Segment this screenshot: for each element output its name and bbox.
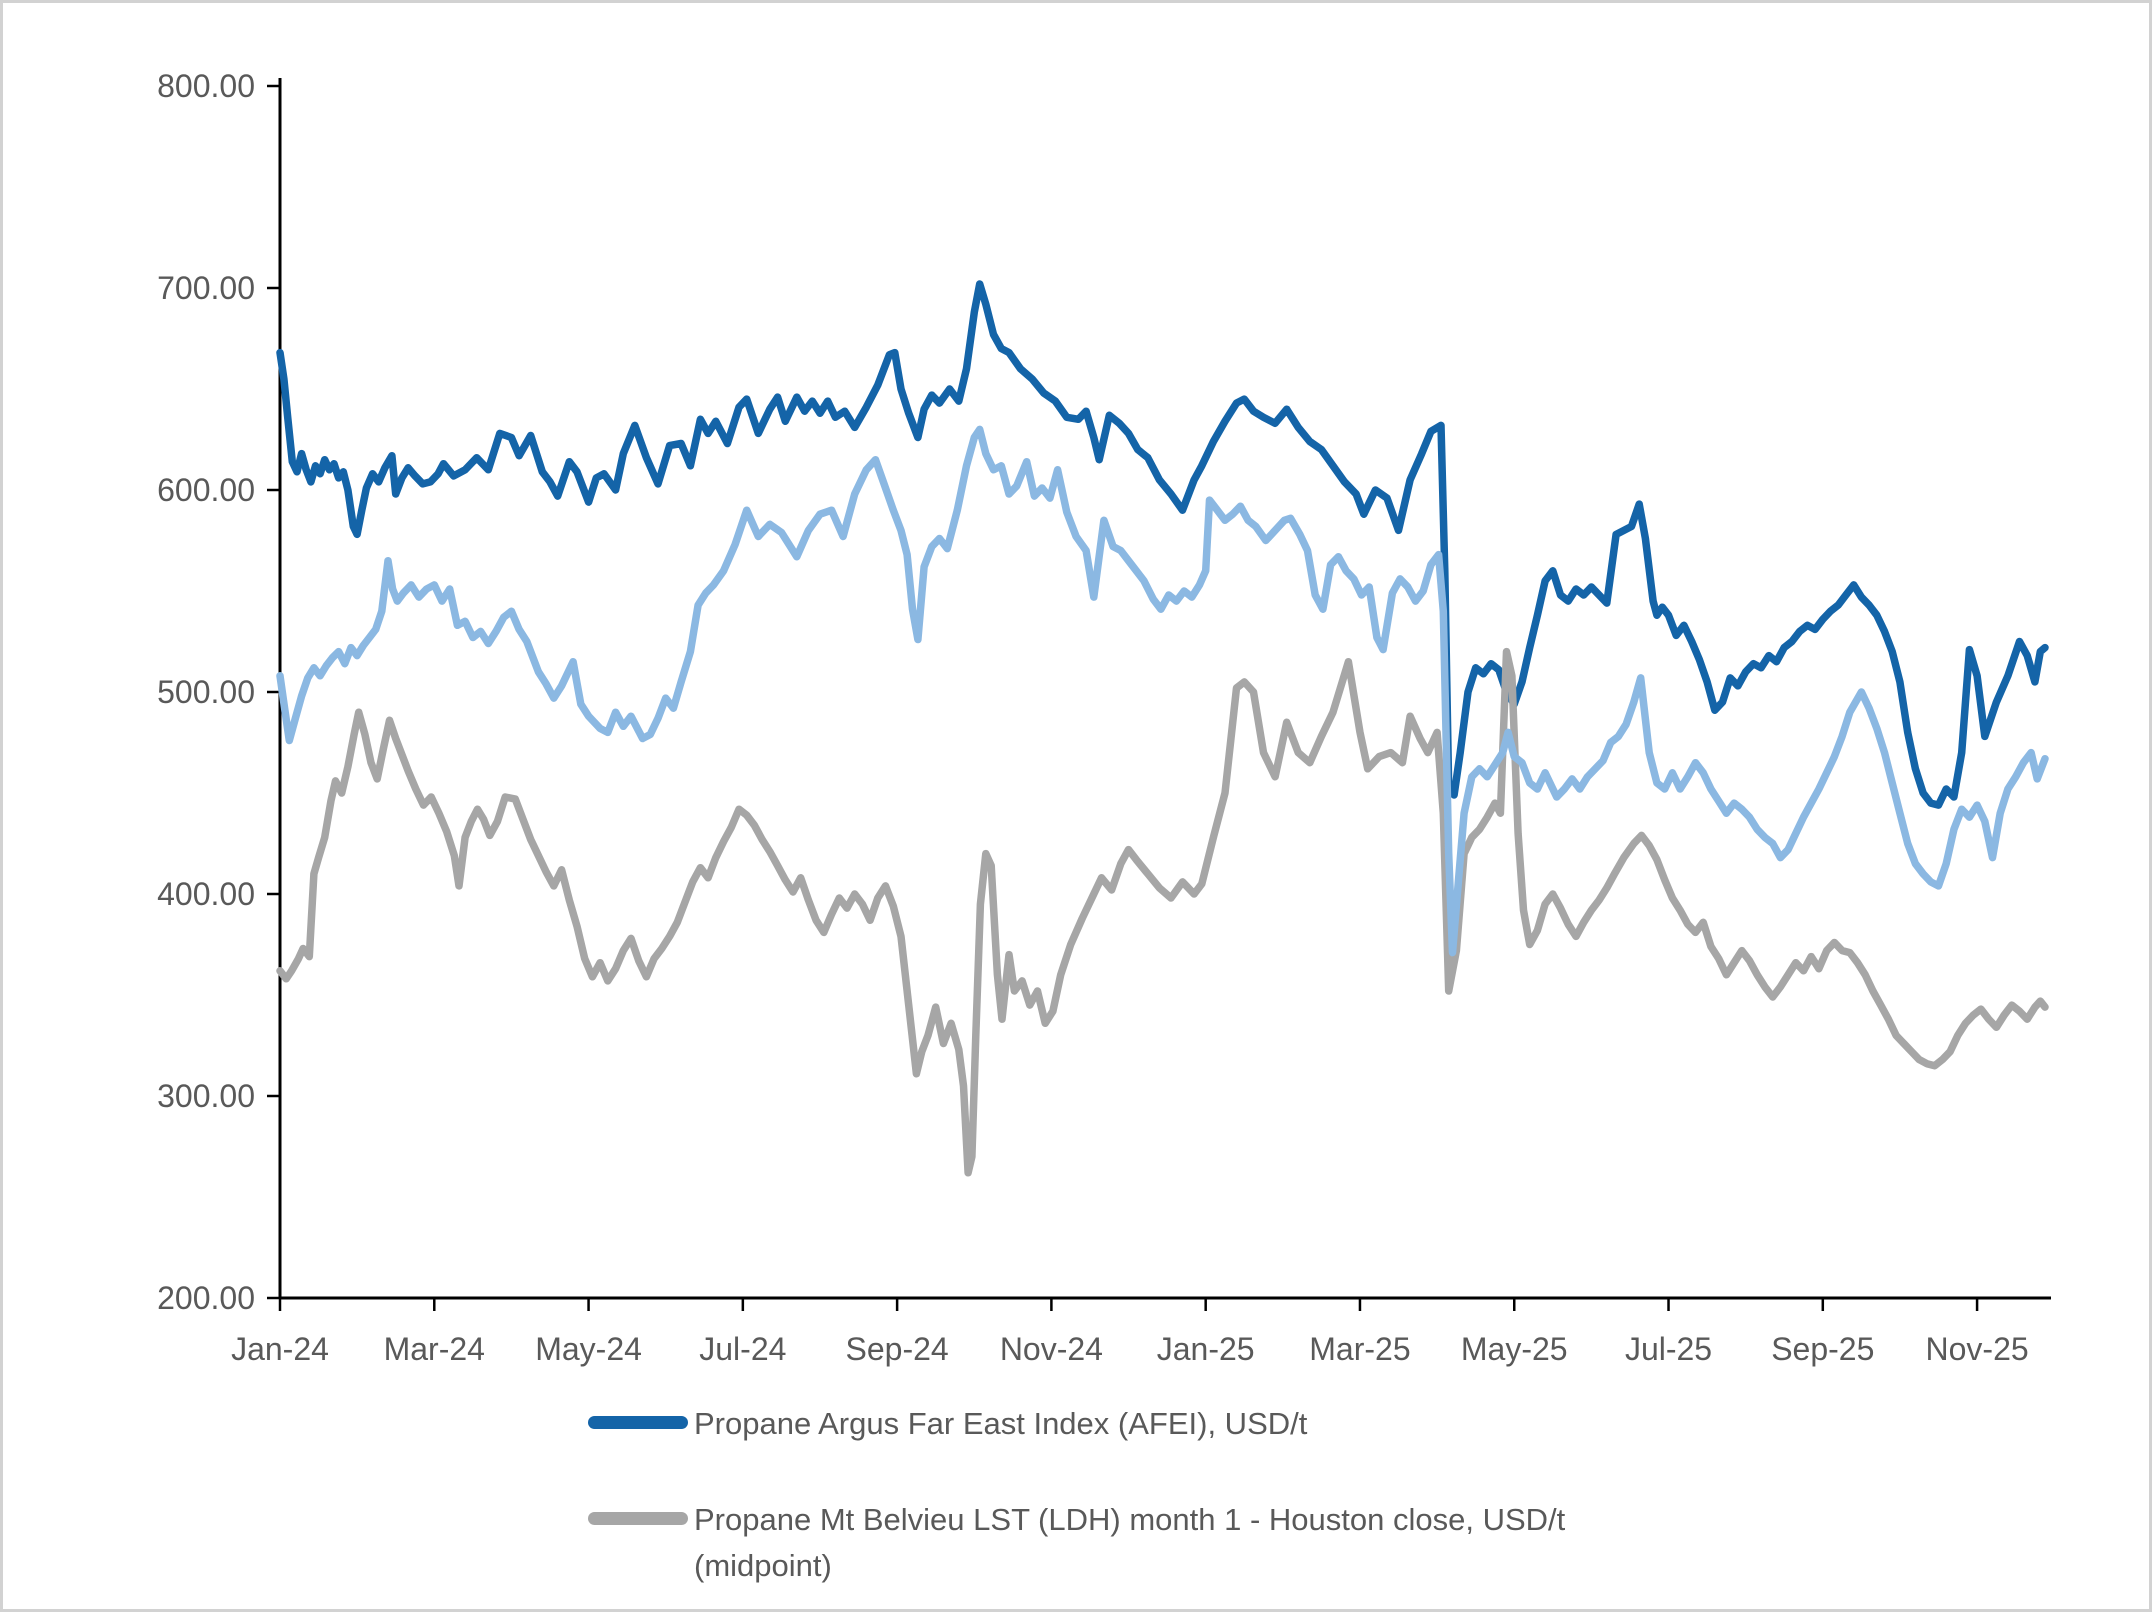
y-axis-tick-label: 700.00 bbox=[157, 270, 255, 306]
legend-item-mt-belvieu: Propane Mt Belvieu LST (LDH) month 1 - H… bbox=[588, 1497, 1888, 1589]
x-axis-tick-label: Jan-24 bbox=[231, 1331, 329, 1367]
legend-label-afei: Propane Argus Far East Index (AFEI), USD… bbox=[694, 1406, 1308, 1441]
x-axis-tick-label: Mar-24 bbox=[384, 1331, 485, 1367]
propane-price-line-chart: 800.00 700.00 600.00 500.00 400.00 300.00 200.… bbox=[157, 68, 2051, 1367]
y-axis-tick-label: 600.00 bbox=[157, 472, 255, 508]
legend: Propane Argus Far East Index (AFEI), USD… bbox=[588, 1401, 1888, 1589]
series-line-mt-belvieu bbox=[276, 647, 2049, 1177]
x-axis-tick-label: Jul-25 bbox=[1625, 1331, 1712, 1367]
x-axis-tick-label: Nov-24 bbox=[1000, 1331, 1103, 1367]
legend-swatch-mt-belvieu-line bbox=[588, 1512, 688, 1525]
legend-swatch-afei-line bbox=[588, 1416, 688, 1429]
series-line-light-blue bbox=[276, 425, 2049, 957]
series-line-afei bbox=[276, 280, 2049, 809]
legend-item-afei: Propane Argus Far East Index (AFEI), USD… bbox=[588, 1401, 1888, 1447]
legend-label-mt-belvieu: Propane Mt Belvieu LST (LDH) month 1 - H… bbox=[694, 1497, 1565, 1589]
x-axis-tick-label: Nov-25 bbox=[1926, 1331, 2029, 1367]
x-axis-tick-label: Jan-25 bbox=[1157, 1331, 1255, 1367]
x-axis-tick-label: May-24 bbox=[535, 1331, 642, 1367]
x-axis-tick-label: Jul-24 bbox=[699, 1331, 786, 1367]
x-axis-tick-label: Sep-25 bbox=[1771, 1331, 1874, 1367]
x-axis-tick-label: May-25 bbox=[1461, 1331, 1568, 1367]
y-axis-tick-label: 200.00 bbox=[157, 1280, 255, 1316]
y-axis-tick-label: 800.00 bbox=[157, 68, 255, 104]
legend-label-mt-belvieu-line2: (midpoint) bbox=[694, 1548, 832, 1583]
x-axis-tick-label: Sep-24 bbox=[846, 1331, 949, 1367]
legend-label-mt-belvieu-line1: Propane Mt Belvieu LST (LDH) month 1 - H… bbox=[694, 1502, 1566, 1537]
x-axis-tick-label: Mar-25 bbox=[1309, 1331, 1410, 1367]
y-axis-tick-label: 300.00 bbox=[157, 1078, 255, 1114]
y-axis-tick-label: 500.00 bbox=[157, 674, 255, 710]
y-axis-tick-label: 400.00 bbox=[157, 876, 255, 912]
